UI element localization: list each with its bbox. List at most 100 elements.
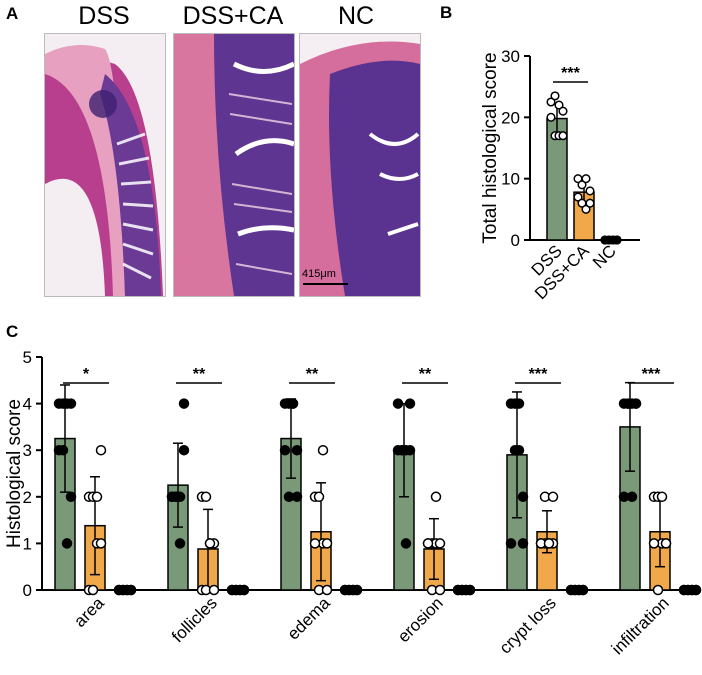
data-point [630, 398, 642, 409]
panel-a-letter: A [6, 4, 19, 23]
data-point [291, 491, 303, 503]
data-point [513, 444, 525, 456]
y-tick-label: 0 [511, 231, 520, 250]
data-point [351, 584, 363, 596]
data-point [573, 192, 583, 202]
data-point [178, 398, 190, 409]
data-point [690, 584, 702, 596]
image-title-nc: NC [337, 2, 375, 30]
data-point [61, 538, 73, 549]
data-point [422, 538, 434, 549]
data-point [317, 444, 329, 456]
y-tick-label: 3 [23, 441, 32, 460]
data-point [513, 398, 525, 409]
chart-c: C 0 1 2 3 4 5 Histological score area follicles ed… [4, 322, 702, 658]
micrograph-dss-drawing [45, 34, 165, 296]
x-tick-label: edema [284, 593, 335, 644]
data-point [660, 538, 672, 549]
x-tick-label: crypt loss [496, 593, 560, 657]
data-point [204, 538, 216, 549]
significance-label: ** [419, 366, 432, 383]
significance-label: *** [642, 366, 661, 383]
data-point [287, 398, 299, 409]
data-point [652, 584, 664, 596]
data-point [87, 584, 99, 596]
x-tick-label: follicles [168, 593, 221, 646]
data-point [91, 491, 103, 503]
data-point [238, 584, 250, 596]
y-tick-label: 30 [501, 47, 520, 66]
data-point [577, 180, 587, 190]
y-tick-label: 20 [501, 108, 520, 127]
y-tick-label: 5 [23, 348, 32, 367]
data-point [208, 584, 220, 596]
data-point [656, 491, 668, 503]
data-point [313, 491, 325, 503]
data-point [125, 584, 137, 596]
scale-bar-label: 415μm [302, 268, 336, 280]
y-tick-label: 1 [23, 534, 32, 553]
x-tick-label: NC [589, 241, 620, 272]
data-point [57, 444, 69, 456]
data-point [517, 538, 529, 549]
data-point [434, 584, 446, 596]
y-tick-label: 4 [23, 395, 32, 414]
data-point [464, 584, 476, 596]
data-point [517, 491, 529, 503]
x-tick-label: infiltration [608, 593, 673, 658]
significance-label: *** [561, 65, 580, 82]
y-tick-label: 10 [501, 170, 520, 189]
data-point [505, 538, 517, 549]
data-point [648, 538, 660, 549]
data-point [170, 491, 182, 503]
data-point [430, 491, 442, 503]
significance-label: *** [529, 366, 548, 383]
micrograph-nc: 415μm [299, 33, 421, 297]
data-point [178, 444, 190, 456]
panel-c-letter: C [6, 322, 18, 341]
data-point [396, 444, 408, 456]
data-point [291, 444, 303, 456]
data-point [546, 112, 556, 122]
data-point [65, 398, 77, 409]
x-tick-label: area [70, 593, 108, 631]
data-point [626, 491, 638, 503]
data-point [546, 97, 556, 107]
micrograph-dss-ca-drawing [174, 34, 294, 296]
micrograph-dss [44, 33, 166, 297]
significance-label: ** [306, 366, 319, 383]
data-point [581, 174, 591, 184]
significance-label: * [83, 366, 90, 383]
data-point [612, 235, 622, 245]
data-point [558, 106, 568, 116]
data-point [585, 198, 595, 208]
data-point [321, 584, 333, 596]
y-axis-label: Total histological score [480, 52, 501, 243]
data-point [400, 538, 412, 549]
data-point [200, 491, 212, 503]
significance-label: ** [193, 366, 206, 383]
data-point [585, 186, 595, 196]
data-point [392, 398, 404, 409]
data-point [554, 100, 564, 110]
image-title-dss-ca: DSS+CA [182, 2, 284, 30]
data-point [404, 398, 416, 409]
data-point [547, 491, 559, 503]
data-point [95, 444, 107, 456]
micrograph-dss-ca [173, 33, 295, 297]
data-point [279, 444, 291, 456]
data-point [581, 204, 591, 214]
y-axis-label: Histological score [4, 399, 25, 548]
image-title-dss: DSS [78, 2, 130, 30]
data-point [309, 538, 321, 549]
micrograph-nc-drawing [300, 34, 420, 296]
y-tick-label: 0 [23, 581, 32, 600]
data-point [65, 491, 77, 503]
data-point [543, 538, 555, 549]
data-point [321, 538, 333, 549]
data-point [174, 538, 186, 549]
panel-b-letter: B [440, 3, 452, 22]
data-point [550, 91, 560, 101]
data-point [558, 131, 568, 141]
